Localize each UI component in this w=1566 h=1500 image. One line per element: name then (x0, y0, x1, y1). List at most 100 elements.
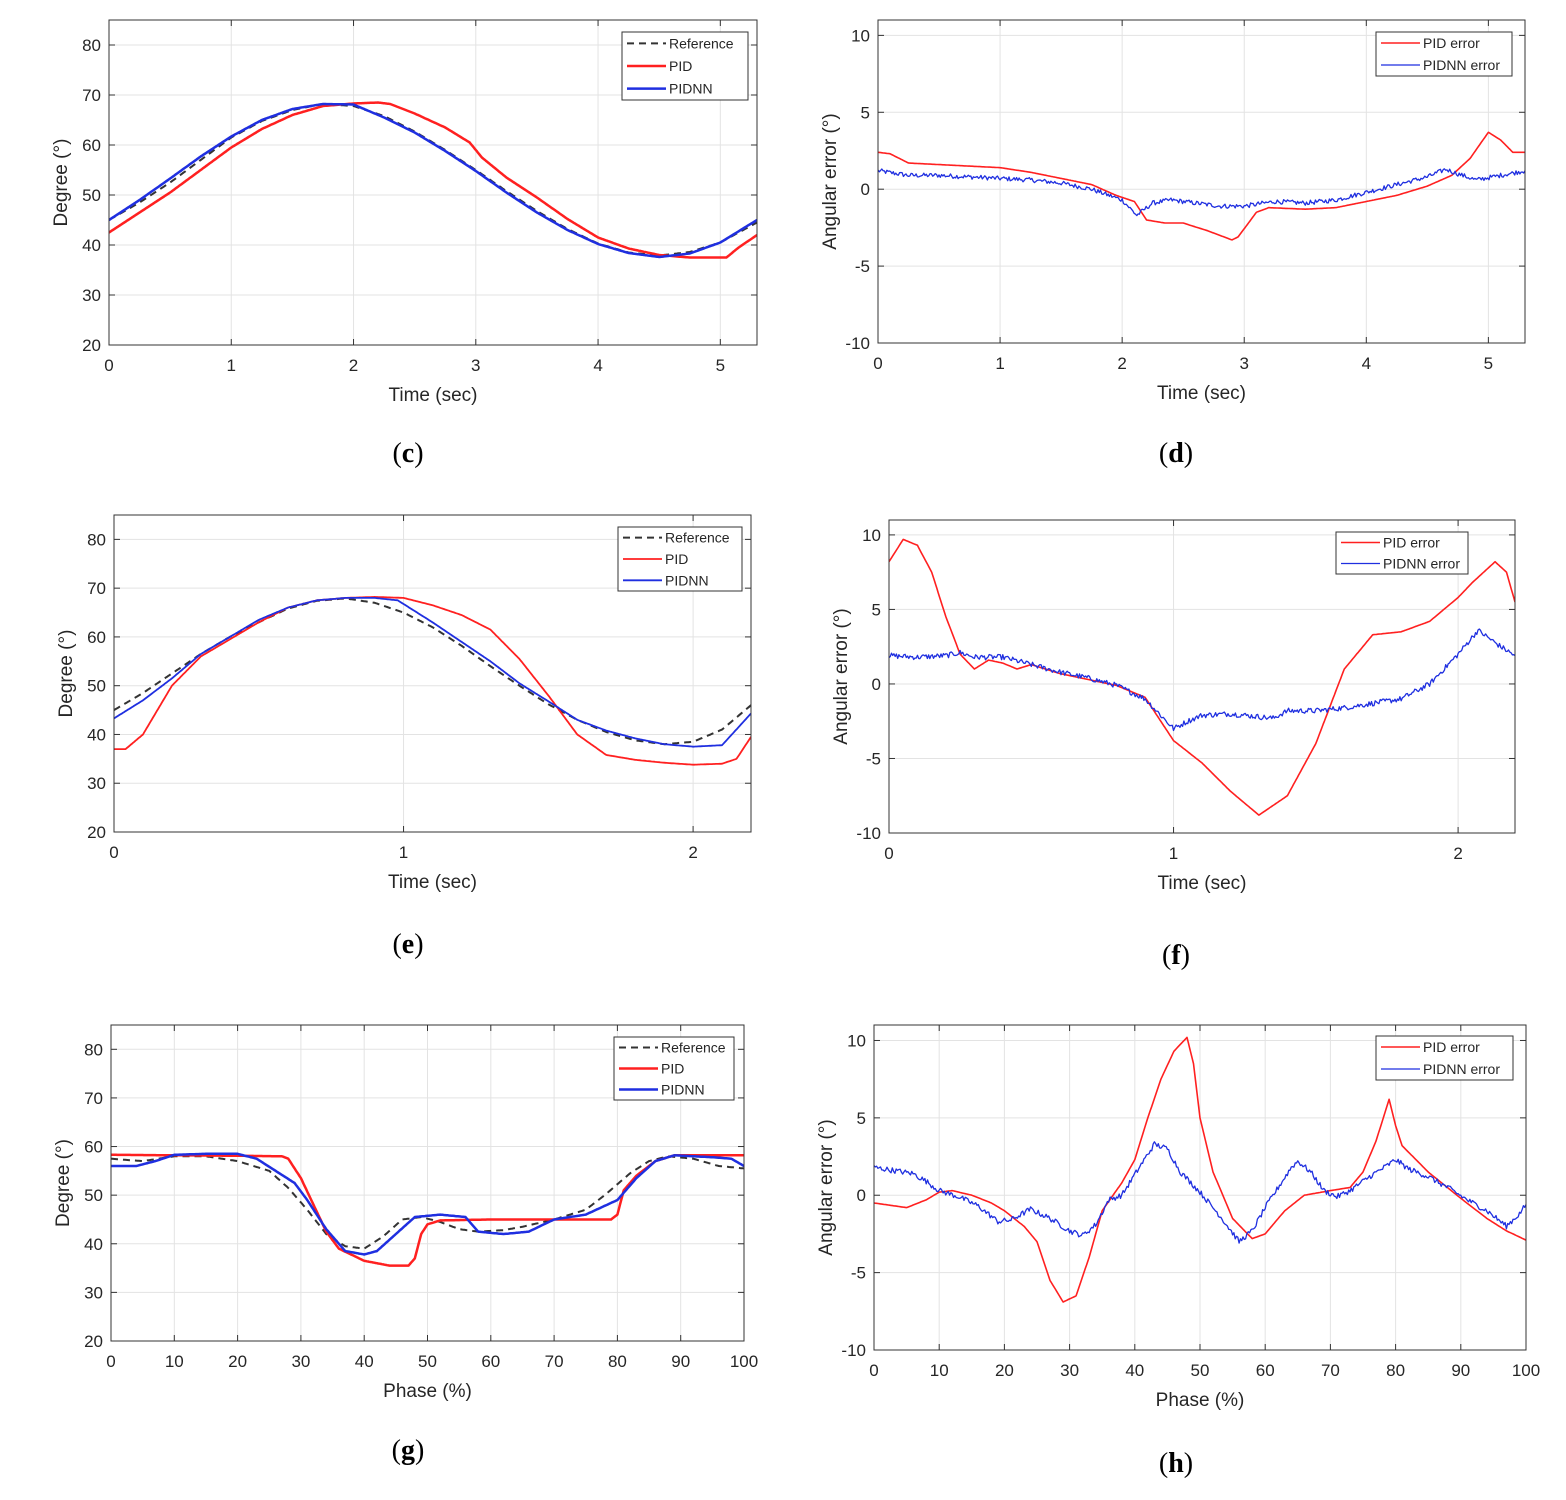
y-tick-label: 60 (82, 136, 101, 155)
chart-panel-c: 0 1 2 3 4 5 20 30 40 50 60 70 80 Time (sec) Degree (°)… (51, 19, 758, 469)
x-tick-label: 20 (228, 1352, 247, 1371)
y-tick-label: 10 (851, 26, 870, 45)
legend-entry: PID error (1423, 35, 1480, 51)
x-axis-title: Time (sec) (388, 872, 477, 893)
y-tick-label: 10 (847, 1031, 866, 1050)
x-tick-label: 50 (418, 1352, 437, 1371)
x-tick-label: 100 (730, 1352, 758, 1371)
y-tick-label: 40 (84, 1235, 103, 1254)
x-axis-title: Time (sec) (1157, 873, 1246, 894)
x-tick-label: 0 (873, 354, 882, 373)
y-tick-label: 30 (87, 774, 106, 793)
chart-panel-e: 0 1 2 20 30 40 50 60 70 80 Time (sec) Degree (°) Ref… (56, 514, 752, 960)
x-axis-title: Phase (%) (383, 1381, 472, 1402)
series-line-pidnn (109, 102, 757, 259)
x-tick-label: 30 (291, 1352, 310, 1371)
x-axis-title: Time (sec) (388, 385, 477, 406)
y-tick-label: 50 (87, 677, 106, 696)
chart-panel-f: 0 1 2 -10 -5 0 5 10 Time (sec) Angular error (°) P… (831, 519, 1516, 971)
chart-panel-h: 0 10 20 30 40 50 60 70 80 90 100 -10 -5 0 5 10 Phase (%)… (816, 1024, 1540, 1479)
y-tick-label: 5 (857, 1109, 866, 1128)
y-tick-label: 30 (82, 286, 101, 305)
legend-box (1335, 531, 1469, 575)
x-tick-label: 0 (869, 1361, 878, 1380)
legend: Reference PID PIDNN (613, 1036, 735, 1101)
legend-entry: PIDNN (661, 1082, 705, 1098)
y-tick-label: 20 (87, 823, 106, 842)
series-line-pidnn (114, 597, 751, 748)
x-tick-label: 90 (1451, 1361, 1470, 1380)
panel-label: (d) (1159, 438, 1193, 469)
y-axis-title: Degree (°) (51, 139, 72, 227)
y-tick-label: 70 (84, 1089, 103, 1108)
x-tick-label: 3 (471, 356, 480, 375)
series-line-pid (109, 101, 757, 259)
y-tick-label: -10 (856, 824, 881, 843)
legend-entry: Reference (665, 530, 730, 546)
y-tick-label: 50 (84, 1186, 103, 1205)
x-tick-label: 1 (399, 843, 408, 862)
y-tick-label: 0 (861, 180, 870, 199)
y-tick-label: 30 (84, 1283, 103, 1302)
legend: Reference PID PIDNN (621, 31, 749, 101)
y-tick-label: 70 (82, 86, 101, 105)
y-tick-label: -5 (851, 1264, 866, 1283)
legend-entry: PIDNN (669, 81, 713, 97)
y-tick-label: 50 (82, 186, 101, 205)
y-tick-label: 60 (84, 1138, 103, 1157)
y-axis-title: Angular error (°) (816, 1119, 837, 1255)
legend-entry: PID (661, 1061, 684, 1077)
y-axis-title: Angular error (°) (831, 608, 852, 744)
x-tick-label: 5 (716, 356, 725, 375)
y-tick-label: 5 (861, 103, 870, 122)
x-tick-label: 2 (1453, 844, 1462, 863)
legend-box (1375, 1035, 1514, 1081)
series-line-pid-error (878, 131, 1525, 241)
y-tick-label: 10 (862, 526, 881, 545)
y-tick-label: 70 (87, 579, 106, 598)
axes-box (113, 514, 752, 833)
legend: PID error PIDNN error (1375, 31, 1513, 77)
series-line-pid (114, 596, 751, 766)
axes-box (108, 19, 758, 346)
x-tick-label: 80 (608, 1352, 627, 1371)
series-line-pid-error (889, 538, 1515, 816)
x-tick-label: 4 (593, 356, 602, 375)
y-tick-label: -10 (841, 1341, 866, 1360)
series-line-pidnn-error (889, 628, 1515, 732)
legend-entry: PIDNN (665, 572, 709, 588)
panel-label: (g) (392, 1435, 425, 1466)
x-tick-label: 90 (671, 1352, 690, 1371)
legend-entry: PIDNN error (1423, 1061, 1500, 1077)
y-tick-label: 80 (87, 530, 106, 549)
legend-entry: Reference (669, 35, 734, 51)
x-axis-title: Time (sec) (1157, 383, 1246, 404)
x-tick-label: 50 (1191, 1361, 1210, 1380)
x-tick-label: 2 (349, 356, 358, 375)
legend: Reference PID PIDNN (617, 526, 743, 592)
x-tick-label: 30 (1060, 1361, 1079, 1380)
legend-entry: PID error (1383, 535, 1440, 551)
x-tick-label: 20 (995, 1361, 1014, 1380)
x-tick-label: 0 (109, 843, 118, 862)
y-tick-label: 0 (872, 675, 881, 694)
x-tick-label: 1 (995, 354, 1004, 373)
legend-entry: PIDNN error (1383, 556, 1460, 572)
y-tick-label: 60 (87, 628, 106, 647)
x-tick-label: 5 (1484, 354, 1493, 373)
y-tick-label: -10 (845, 334, 870, 353)
series-line-pidnn (111, 1152, 744, 1256)
y-tick-label: -5 (855, 257, 870, 276)
legend-entry: PID (669, 58, 692, 74)
series-line-pid-error (874, 1036, 1526, 1303)
legend-entry: PID error (1423, 1039, 1480, 1055)
axes-box (877, 19, 1526, 344)
x-tick-label: 10 (165, 1352, 184, 1371)
x-tick-label: 0 (106, 1352, 115, 1371)
legend-entry: PID (665, 551, 688, 567)
x-tick-label: 1 (1169, 844, 1178, 863)
x-tick-label: 0 (884, 844, 893, 863)
x-tick-label: 2 (1117, 354, 1126, 373)
x-tick-label: 80 (1386, 1361, 1405, 1380)
